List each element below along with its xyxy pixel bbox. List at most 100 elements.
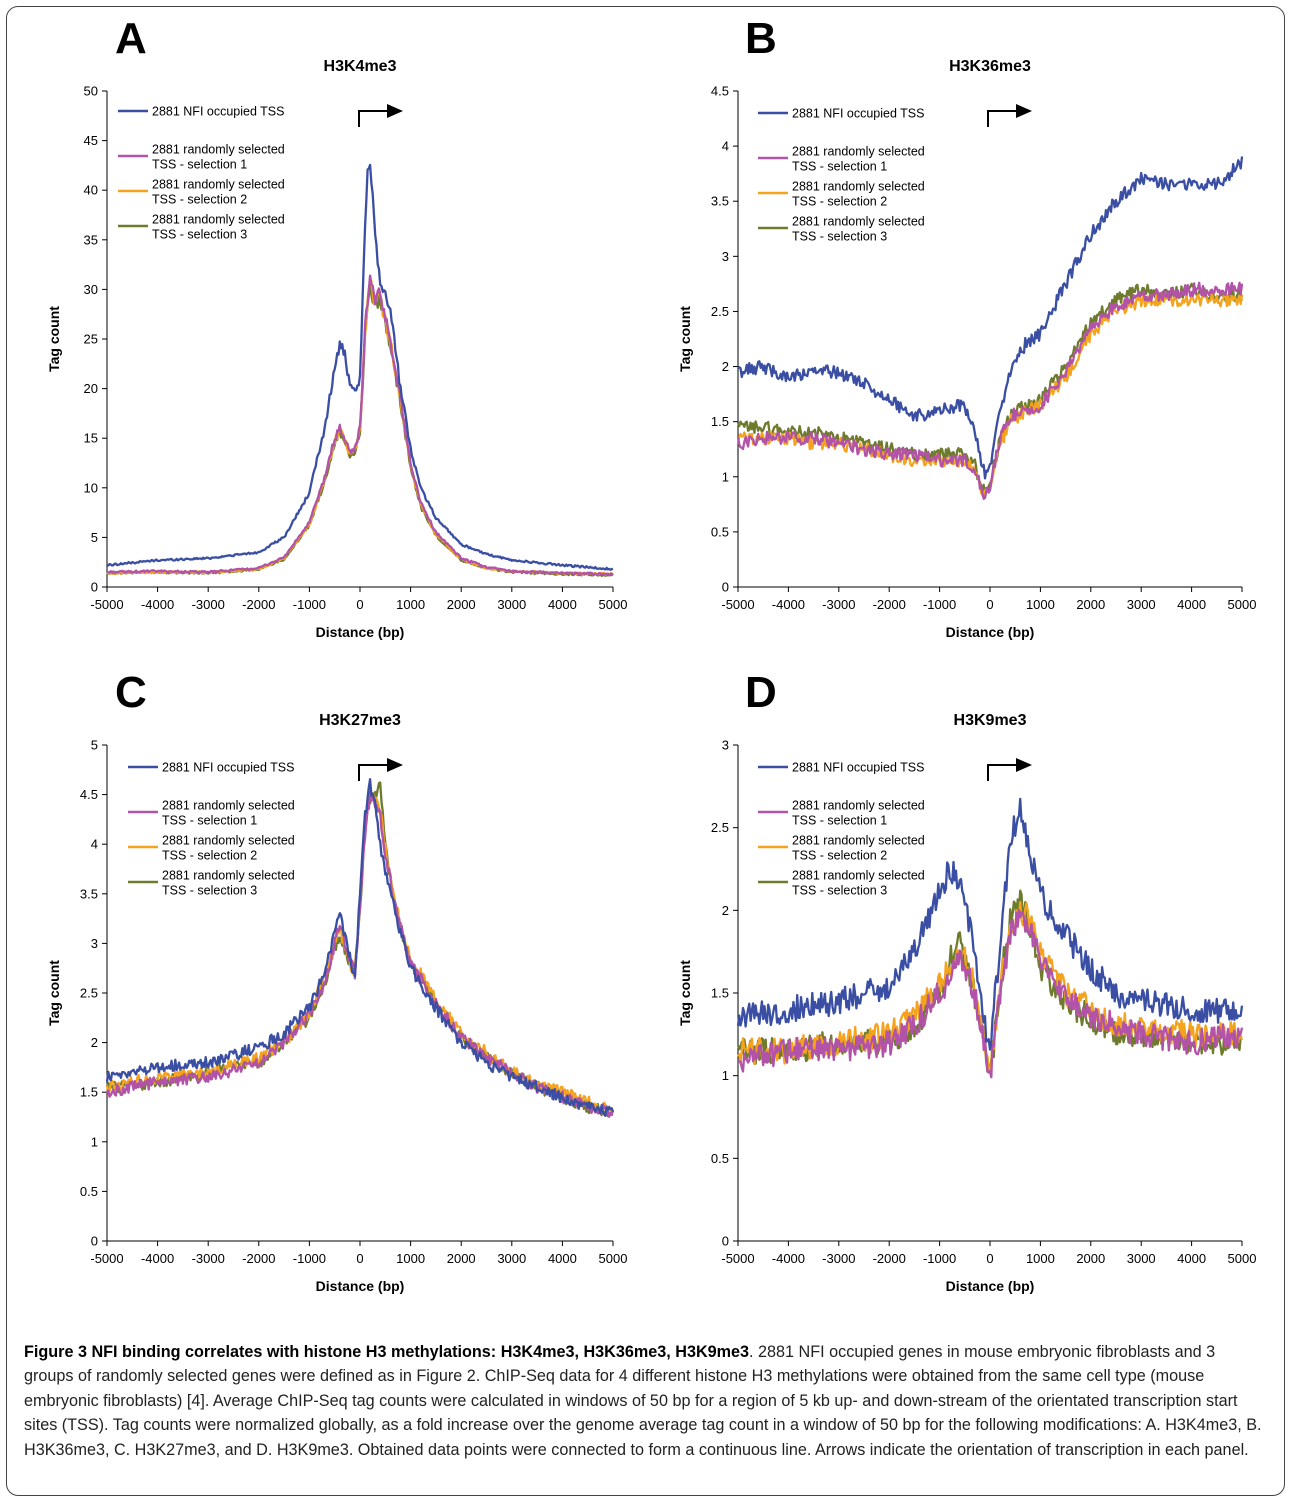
y-tick-label: 0.5	[80, 1184, 98, 1199]
x-tick-label: -1000	[293, 1251, 326, 1266]
chart-d: D H3K9me3 0 0.5 1 1.5 2 2.5 3 -5000 -4000 -3000 -200…	[677, 668, 1257, 1294]
y-tick-label: 2.5	[711, 304, 729, 319]
series-line-nfi	[106, 163, 614, 571]
y-axis-label: Tag count	[677, 960, 693, 1026]
chart-title: H3K4me3	[324, 58, 397, 75]
x-tick-label: 4000	[1177, 1251, 1206, 1266]
panel-a: A H3K4me3 0 5 10 15 20 25 30 35 40 45 50 -5000 -4000 -3…	[0, 0, 640, 660]
panel-c: C H3K27me3 0 0.5 1 1.5 2 2.5 3 3.5 4 4.5 5 -5000 -4000…	[0, 660, 640, 1320]
y-tick-label: 3	[91, 936, 98, 951]
y-tick-label: 40	[84, 183, 98, 198]
legend-label: 2881 randomly selected	[792, 215, 925, 229]
x-tick-label: -3000	[192, 1251, 225, 1266]
y-tick-label: 3.5	[711, 194, 729, 209]
legend-item-nfi: 2881 NFI occupied TSS	[758, 761, 924, 775]
y-tick-label: 25	[84, 332, 98, 347]
x-tick-label: -5000	[721, 597, 754, 612]
x-tick-label: -4000	[772, 1251, 805, 1266]
figure-frame	[6, 6, 1285, 1496]
x-axis-label: Distance (bp)	[316, 1278, 405, 1294]
transcription-arrow-icon	[358, 104, 403, 127]
y-tick-label: 1	[722, 469, 729, 484]
y-tick-label: 50	[84, 84, 98, 99]
legend-label: 2881 NFI occupied TSS	[792, 107, 924, 121]
series-line-sel1	[736, 281, 1244, 500]
y-tick-label: 0.5	[711, 524, 729, 539]
x-tick-label: -1000	[923, 1251, 956, 1266]
x-tick-label: -4000	[772, 597, 805, 612]
y-tick-label: 4	[722, 139, 729, 154]
series-line-nfi	[105, 778, 615, 1117]
x-tick-label: 5000	[1228, 1251, 1257, 1266]
x-tick-label: -5000	[90, 597, 123, 612]
y-tick-label: 45	[84, 133, 98, 148]
y-tick-label: 4	[91, 837, 98, 852]
panel-d: D H3K9me3 0 0.5 1 1.5 2 2.5 3 -5000 -4000 -3000 -200…	[630, 660, 1270, 1320]
x-tick-label: -3000	[822, 597, 855, 612]
x-tick-label: 2000	[447, 597, 476, 612]
panel-letter: B	[745, 14, 777, 63]
x-axis-label: Distance (bp)	[946, 1278, 1035, 1294]
x-tick-label: 3000	[1127, 597, 1156, 612]
x-tick-label: 1000	[1026, 1251, 1055, 1266]
chart-a: A H3K4me3 0 5 10 15 20 25 30 35 40 45 50 -5000 -4000 -3…	[46, 14, 628, 640]
panel-letter: C	[115, 668, 147, 717]
x-tick-label: -4000	[141, 1251, 174, 1266]
x-axis-label: Distance (bp)	[316, 624, 405, 640]
legend-label: 2881 randomly selected	[792, 145, 925, 159]
legend-label: 2881 NFI occupied TSS	[792, 761, 924, 775]
x-tick-label: -1000	[923, 597, 956, 612]
x-tick-label: -4000	[141, 597, 174, 612]
figure-caption: Figure 3 NFI binding correlates with his…	[24, 1340, 1269, 1462]
x-tick-label: -1000	[293, 597, 326, 612]
chart-c: C H3K27me3 0 0.5 1 1.5 2 2.5 3 3.5 4 4.5 5 -5000 -4000…	[46, 668, 627, 1294]
x-tick-label: 3000	[497, 597, 526, 612]
x-tick-label: 2000	[1076, 1251, 1105, 1266]
y-tick-label: 0	[91, 580, 98, 595]
series-line-nfi	[737, 156, 1244, 480]
y-tick-label: 1.5	[80, 1085, 98, 1100]
panel-letter: A	[115, 14, 147, 63]
x-tick-label: -5000	[90, 1251, 123, 1266]
x-tick-label: 0	[986, 597, 993, 612]
y-tick-label: 0	[722, 580, 729, 595]
legend-item-nfi: 2881 NFI occupied TSS	[758, 107, 924, 121]
caption-body: . 2881 NFI occupied genes in mouse embry…	[24, 1343, 1262, 1459]
legend-label: 2881 randomly selected	[152, 178, 285, 192]
legend-label: TSS - selection 1	[152, 158, 247, 172]
chart-b: B H3K36me3 0 0.5 1 1.5 2 2.5 3 3.5 4 4.5 -5000 -4000 -…	[677, 14, 1256, 640]
y-tick-label: 2.5	[711, 820, 729, 835]
y-tick-label: 3.5	[80, 886, 98, 901]
legend-label: 2881 randomly selected	[792, 799, 925, 813]
legend-label: 2881 randomly selected	[162, 834, 295, 848]
legend-label: 2881 randomly selected	[152, 143, 285, 157]
x-tick-label: 0	[356, 597, 363, 612]
x-tick-label: 3000	[497, 1251, 526, 1266]
x-tick-label: -2000	[242, 1251, 275, 1266]
legend-label: 2881 randomly selected	[792, 180, 925, 194]
x-tick-label: 5000	[599, 597, 628, 612]
x-tick-label: 2000	[447, 1251, 476, 1266]
y-tick-label: 30	[84, 282, 98, 297]
x-tick-label: 0	[986, 1251, 993, 1266]
x-tick-label: -3000	[822, 1251, 855, 1266]
legend-label: 2881 randomly selected	[792, 834, 925, 848]
y-tick-label: 0.5	[711, 1151, 729, 1166]
y-tick-label: 0	[722, 1234, 729, 1249]
legend-label: TSS - selection 1	[792, 160, 887, 174]
legend-label: 2881 randomly selected	[152, 213, 285, 227]
y-tick-label: 1.5	[711, 414, 729, 429]
legend-label: 2881 NFI occupied TSS	[162, 761, 294, 775]
x-axis-label: Distance (bp)	[946, 624, 1035, 640]
legend-label: 2881 randomly selected	[792, 869, 925, 883]
y-tick-label: 1	[91, 1134, 98, 1149]
y-axis-label: Tag count	[46, 306, 62, 372]
